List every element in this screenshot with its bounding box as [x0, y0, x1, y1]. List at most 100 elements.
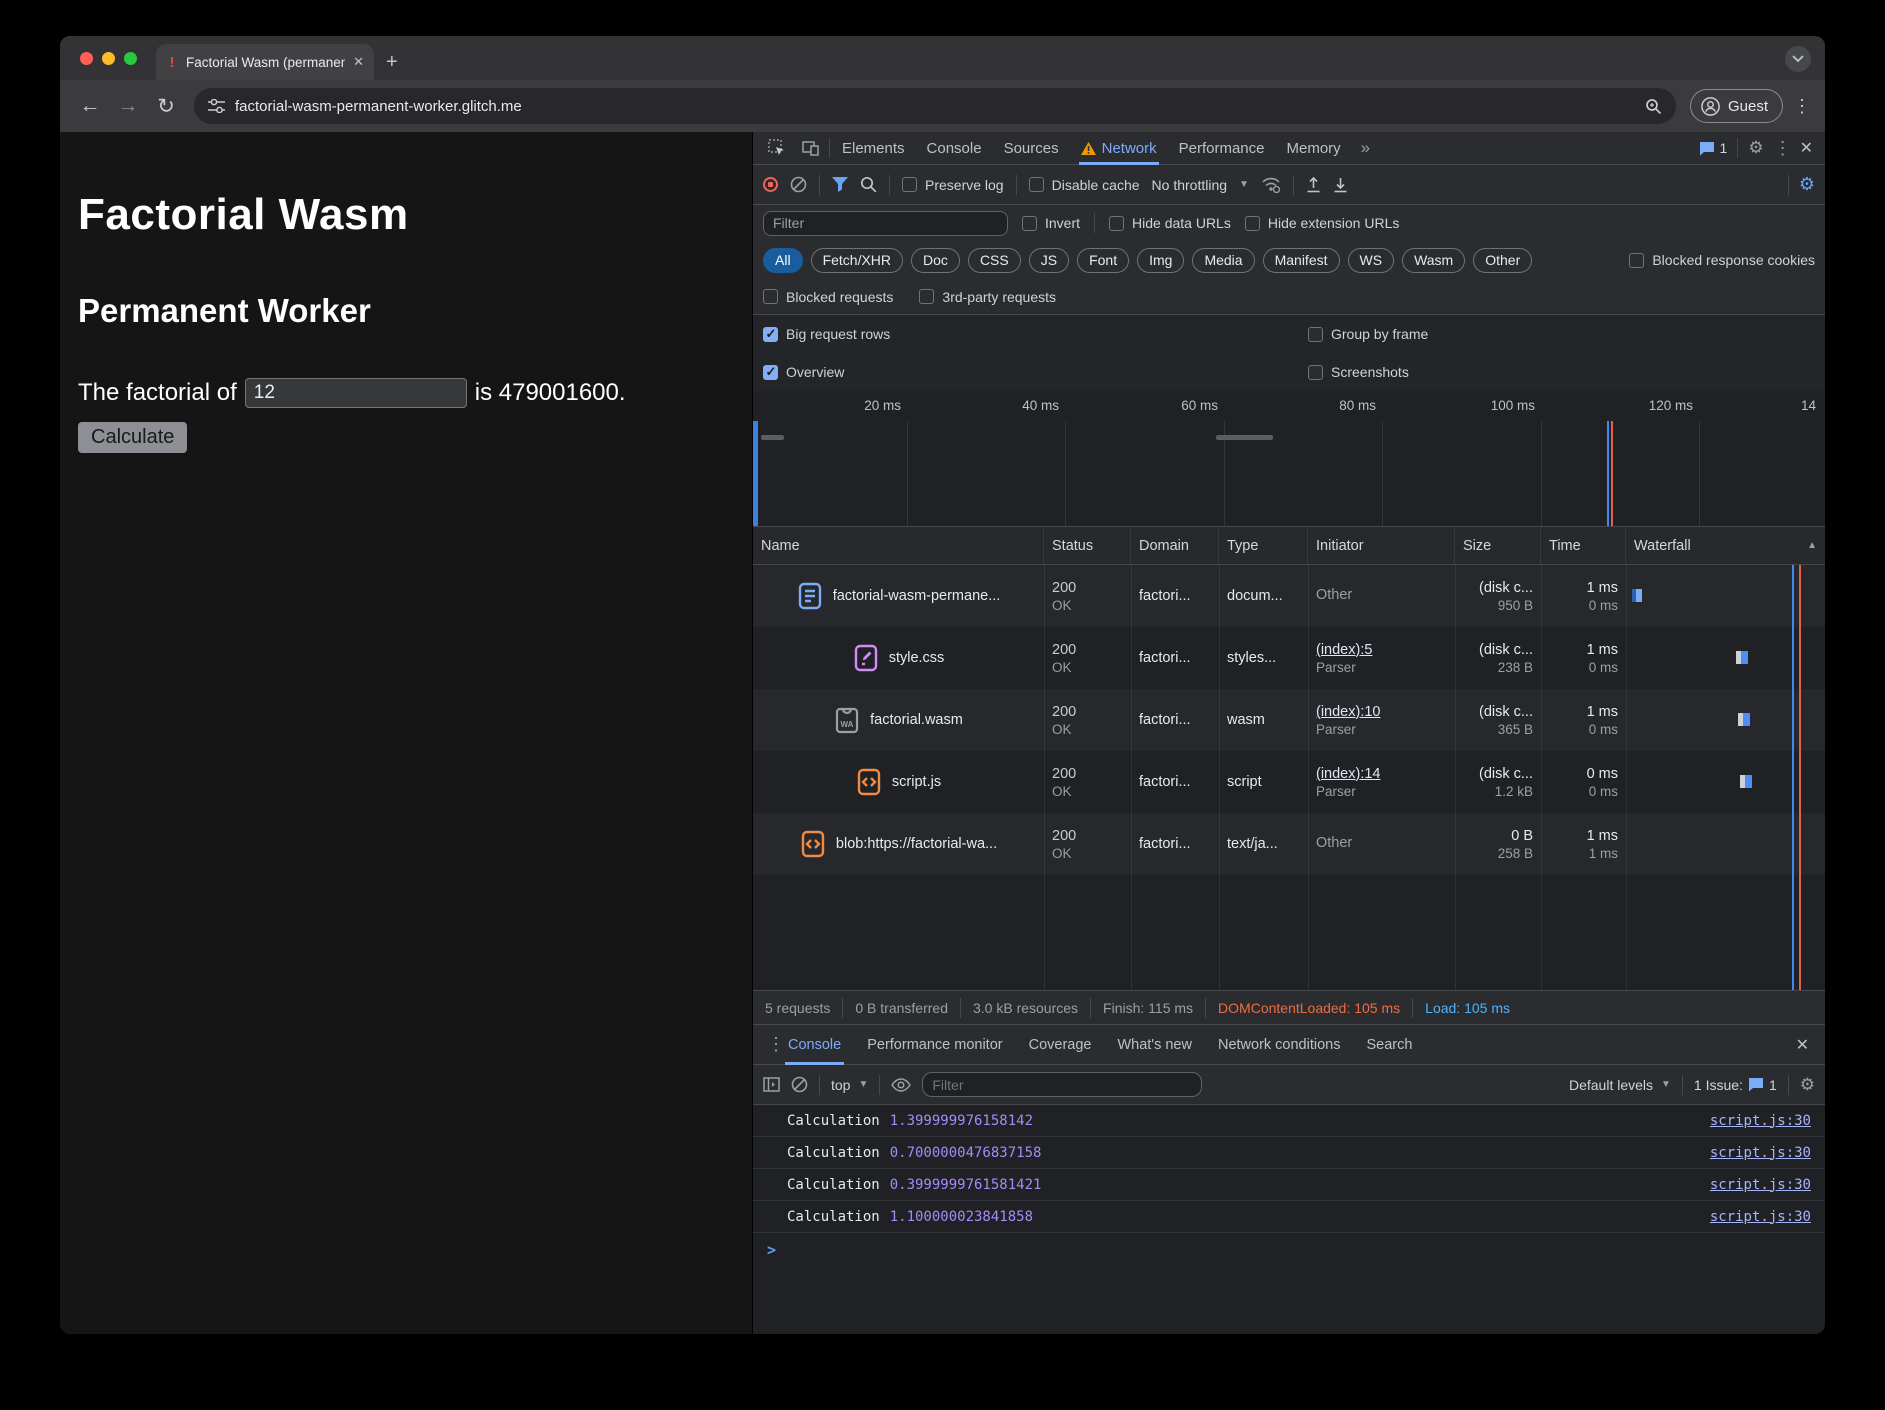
settings-gear-icon[interactable]: ⚙ — [1748, 138, 1764, 157]
record-network-log-button[interactable] — [763, 177, 778, 192]
drawer-tab[interactable]: What's new — [1104, 1025, 1205, 1065]
close-devtools-icon[interactable]: ✕ — [1799, 140, 1813, 157]
export-har-icon[interactable] — [1333, 176, 1348, 193]
tab-close-icon[interactable]: ✕ — [353, 54, 364, 69]
factorial-input[interactable] — [244, 378, 467, 408]
issues-counter[interactable]: 1 — [1699, 140, 1727, 156]
search-icon[interactable] — [860, 176, 877, 193]
big-request-rows-checkbox[interactable]: Big request rows — [763, 326, 890, 342]
network-request-row[interactable]: WA factorial.wasm 200 OK factori... wasm … — [753, 689, 1825, 751]
clear-console-icon[interactable] — [791, 1076, 808, 1093]
network-conditions-icon[interactable] — [1261, 176, 1281, 193]
checkbox-unchecked[interactable] — [1022, 215, 1037, 231]
checkbox-unchecked[interactable] — [1308, 326, 1323, 342]
filter-funnel-icon[interactable] — [832, 177, 848, 192]
column-header-initiator[interactable]: Initiator — [1308, 527, 1455, 564]
checkbox-unchecked[interactable] — [919, 289, 935, 304]
invert-checkbox[interactable]: Invert — [1022, 215, 1080, 231]
drawer-tab[interactable]: Coverage — [1016, 1025, 1105, 1065]
console-settings-gear-icon[interactable]: ⚙ — [1799, 1074, 1815, 1094]
resource-type-chip[interactable]: Font — [1077, 247, 1130, 273]
devtools-tab[interactable]: Elements — [832, 132, 915, 165]
hide-data-urls-checkbox[interactable]: Hide data URLs — [1109, 215, 1231, 231]
blocked-requests-checkbox[interactable]: Blocked requests — [763, 289, 893, 305]
column-header-time[interactable]: Time — [1541, 527, 1626, 564]
resource-type-chip[interactable]: Wasm — [1402, 247, 1466, 273]
console-filter-input[interactable] — [922, 1072, 1203, 1097]
message-source-link[interactable]: script.js:30 — [1709, 1208, 1811, 1225]
message-source-link[interactable]: script.js:30 — [1709, 1176, 1811, 1193]
drawer-tab[interactable]: Performance monitor — [854, 1025, 1015, 1065]
resource-type-chip[interactable]: Other — [1473, 247, 1533, 273]
minimize-window-button[interactable] — [102, 52, 115, 65]
checkbox-unchecked[interactable] — [1629, 252, 1645, 268]
column-header-type[interactable]: Type — [1219, 527, 1308, 564]
drawer-menu-icon[interactable]: ⋮ — [767, 1034, 785, 1054]
throttling-select[interactable]: No throttling ▼ — [1152, 177, 1249, 193]
resource-type-chip[interactable]: Media — [1192, 247, 1255, 273]
devtools-tab[interactable]: Sources — [994, 132, 1069, 165]
maximize-window-button[interactable] — [124, 52, 137, 65]
devtools-tab[interactable]: Memory — [1277, 132, 1351, 165]
request-initiator[interactable]: (index):5 — [1316, 641, 1373, 658]
forward-button[interactable]: → — [117, 94, 139, 117]
group-by-frame-checkbox[interactable]: Group by frame — [1308, 326, 1428, 342]
devtools-tab[interactable]: Performance — [1169, 132, 1275, 165]
zoom-icon[interactable] — [1645, 98, 1662, 115]
checkbox-unchecked[interactable] — [1308, 364, 1323, 380]
inspect-element-icon[interactable] — [761, 139, 793, 157]
devtools-tab[interactable]: Console — [917, 132, 992, 165]
network-settings-gear-icon[interactable]: ⚙ — [1798, 174, 1815, 194]
drawer-tab[interactable]: Network conditions — [1205, 1025, 1354, 1065]
calculate-button[interactable]: Calculate — [78, 422, 188, 453]
blocked-response-cookies-checkbox[interactable]: Blocked response cookies — [1629, 252, 1815, 268]
column-header-name[interactable]: Name — [753, 527, 1044, 564]
reload-button[interactable]: ↻ — [157, 94, 175, 118]
hide-extension-urls-checkbox[interactable]: Hide extension URLs — [1244, 215, 1399, 231]
message-source-link[interactable]: script.js:30 — [1709, 1144, 1811, 1161]
resource-type-chip[interactable]: Img — [1137, 247, 1185, 273]
resource-type-chip[interactable]: JS — [1028, 247, 1070, 273]
request-initiator[interactable]: Other — [1316, 835, 1353, 851]
console-context-selector[interactable]: top ▼ — [831, 1077, 868, 1093]
checkbox-unchecked[interactable] — [763, 289, 778, 304]
console-prompt[interactable]: > — [767, 1241, 777, 1259]
url-bar[interactable]: factorial-wasm-permanent-worker.glitch.m… — [194, 88, 1676, 124]
request-initiator[interactable]: (index):14 — [1316, 765, 1381, 782]
console-sidebar-icon[interactable] — [763, 1077, 780, 1092]
resource-type-chip[interactable]: Fetch/XHR — [810, 247, 904, 273]
checkbox-unchecked[interactable] — [1028, 177, 1044, 192]
checkbox-checked[interactable] — [763, 364, 778, 380]
drawer-tab[interactable]: Console — [775, 1025, 854, 1065]
preserve-log-checkbox[interactable]: Preserve log — [902, 177, 1004, 193]
column-header-domain[interactable]: Domain — [1131, 527, 1219, 564]
request-initiator[interactable]: Other — [1316, 587, 1353, 603]
resource-type-chip[interactable]: WS — [1347, 247, 1395, 273]
checkbox-checked[interactable] — [763, 326, 778, 342]
resource-type-chip[interactable]: CSS — [967, 247, 1021, 273]
network-filter-input[interactable] — [763, 210, 1008, 236]
close-drawer-icon[interactable]: ✕ — [1795, 1036, 1809, 1054]
resource-type-chip[interactable]: All — [763, 247, 803, 273]
browser-menu-icon[interactable]: ⋮ — [1793, 95, 1811, 116]
overview-checkbox[interactable]: Overview — [763, 364, 844, 380]
disable-cache-checkbox[interactable]: Disable cache — [1028, 177, 1140, 193]
column-header-waterfall[interactable]: Waterfall ▲ — [1626, 527, 1825, 564]
clear-network-log-icon[interactable] — [790, 176, 807, 193]
checkbox-unchecked[interactable] — [902, 177, 917, 192]
checkbox-unchecked[interactable] — [1109, 215, 1125, 231]
close-window-button[interactable] — [80, 52, 93, 65]
devtools-menu-icon[interactable]: ⋮ — [1773, 137, 1792, 158]
column-header-status[interactable]: Status — [1044, 527, 1131, 564]
third-party-requests-checkbox[interactable]: 3rd-party requests — [919, 289, 1056, 305]
more-tabs-icon[interactable]: » — [1360, 138, 1371, 157]
overview-scrubber-handle[interactable] — [753, 421, 758, 526]
drawer-tab[interactable]: Search — [1353, 1025, 1425, 1065]
console-issues-counter[interactable]: 1 Issue: 1 — [1694, 1077, 1777, 1093]
devtools-tab[interactable]: Network — [1071, 132, 1167, 165]
log-levels-select[interactable]: Default levels ▼ — [1569, 1077, 1671, 1093]
screenshots-checkbox[interactable]: Screenshots — [1308, 364, 1409, 380]
